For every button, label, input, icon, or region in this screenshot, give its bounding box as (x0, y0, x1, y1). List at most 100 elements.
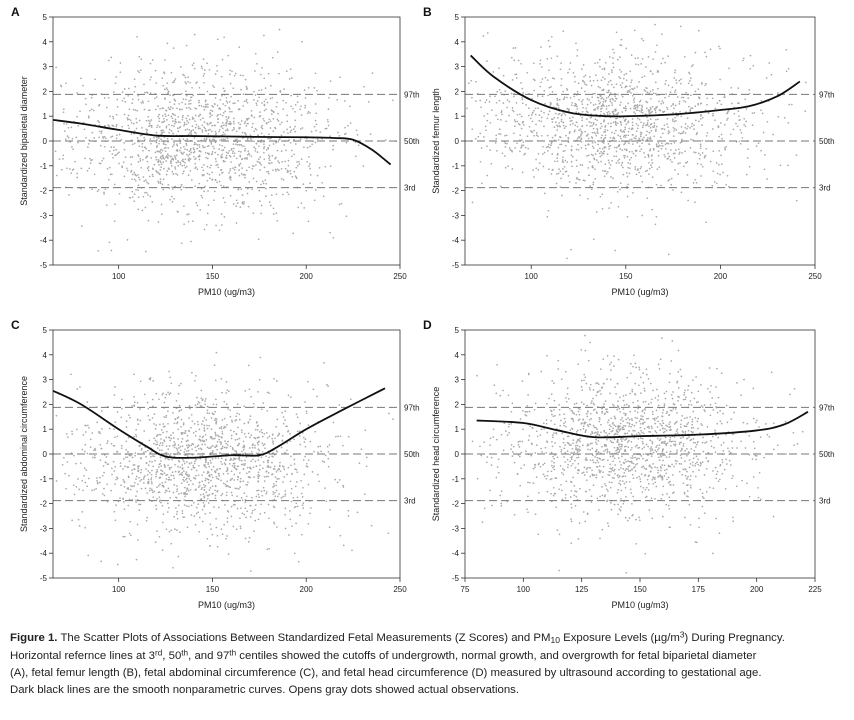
x-tick-label: 250 (393, 585, 407, 594)
data-point (265, 431, 268, 434)
data-point (135, 478, 137, 480)
data-point (518, 123, 521, 126)
data-point (161, 473, 164, 476)
data-point (709, 160, 712, 163)
data-point (488, 101, 491, 103)
data-point (116, 563, 119, 566)
data-point (601, 96, 604, 99)
data-point (212, 450, 214, 452)
data-point (486, 60, 488, 62)
data-point (201, 398, 204, 401)
data-point (139, 457, 142, 459)
data-point (167, 391, 169, 394)
data-point (154, 97, 156, 100)
data-point (295, 177, 298, 180)
data-point (609, 164, 612, 166)
data-point (222, 138, 225, 141)
data-point (562, 30, 565, 32)
data-point (239, 74, 242, 77)
data-point (684, 161, 687, 164)
data-point (651, 73, 654, 75)
data-point (188, 430, 190, 433)
data-point (194, 120, 196, 123)
data-point (624, 136, 627, 139)
data-point (600, 95, 602, 97)
data-point (306, 146, 309, 149)
data-point (634, 104, 637, 107)
data-point (137, 470, 140, 472)
data-point (162, 161, 165, 163)
data-point (470, 79, 473, 82)
data-point (507, 165, 509, 167)
data-point (230, 434, 233, 437)
data-point (679, 162, 681, 164)
data-point (109, 173, 112, 176)
data-point (657, 146, 660, 148)
data-point (543, 151, 546, 154)
data-point (569, 120, 572, 122)
data-point (272, 486, 274, 488)
data-point (106, 442, 109, 444)
data-point (261, 66, 263, 69)
data-point (255, 180, 258, 183)
data-point (67, 126, 70, 129)
data-point (188, 483, 190, 486)
data-point (265, 475, 268, 478)
data-point (742, 59, 744, 62)
data-point (257, 459, 260, 461)
data-point (654, 111, 657, 114)
data-point (619, 483, 622, 486)
data-point (255, 495, 258, 498)
data-point (227, 553, 230, 555)
data-point (628, 127, 631, 130)
data-point (581, 116, 583, 119)
data-point (195, 430, 197, 433)
data-point (269, 127, 272, 129)
data-point (213, 470, 216, 472)
data-point (188, 417, 190, 419)
data-point (168, 436, 171, 439)
data-point (55, 66, 57, 69)
data-point (342, 544, 345, 547)
data-point (586, 134, 589, 137)
data-point (178, 493, 180, 495)
data-point (686, 174, 689, 176)
data-point (97, 120, 99, 122)
data-point (280, 446, 283, 449)
data-point (679, 25, 682, 28)
data-point (123, 481, 126, 484)
data-point (231, 152, 234, 154)
data-point (339, 435, 342, 438)
data-point (181, 438, 184, 440)
data-point (600, 110, 603, 113)
data-point (236, 444, 239, 447)
data-point (203, 173, 205, 176)
data-point (164, 59, 166, 61)
data-point (153, 136, 155, 139)
data-point (293, 138, 295, 141)
data-point (667, 142, 670, 145)
data-point (522, 144, 525, 147)
x-tick-label: 100 (112, 585, 126, 594)
data-point (203, 108, 206, 111)
data-point (601, 68, 604, 70)
data-point (299, 108, 301, 111)
data-point (610, 122, 612, 125)
data-point (155, 504, 157, 507)
data-point (166, 153, 169, 155)
data-point (550, 464, 553, 467)
data-point (189, 99, 192, 102)
data-point (690, 391, 693, 394)
data-point (508, 114, 510, 117)
data-point (654, 476, 656, 479)
data-point (608, 363, 611, 366)
data-point (255, 422, 258, 424)
data-point (641, 214, 644, 217)
data-point (562, 121, 565, 124)
data-point (663, 475, 666, 477)
data-point (246, 156, 248, 159)
data-point (152, 380, 155, 382)
data-point (712, 150, 715, 153)
data-point (595, 211, 598, 213)
data-point (149, 377, 152, 379)
